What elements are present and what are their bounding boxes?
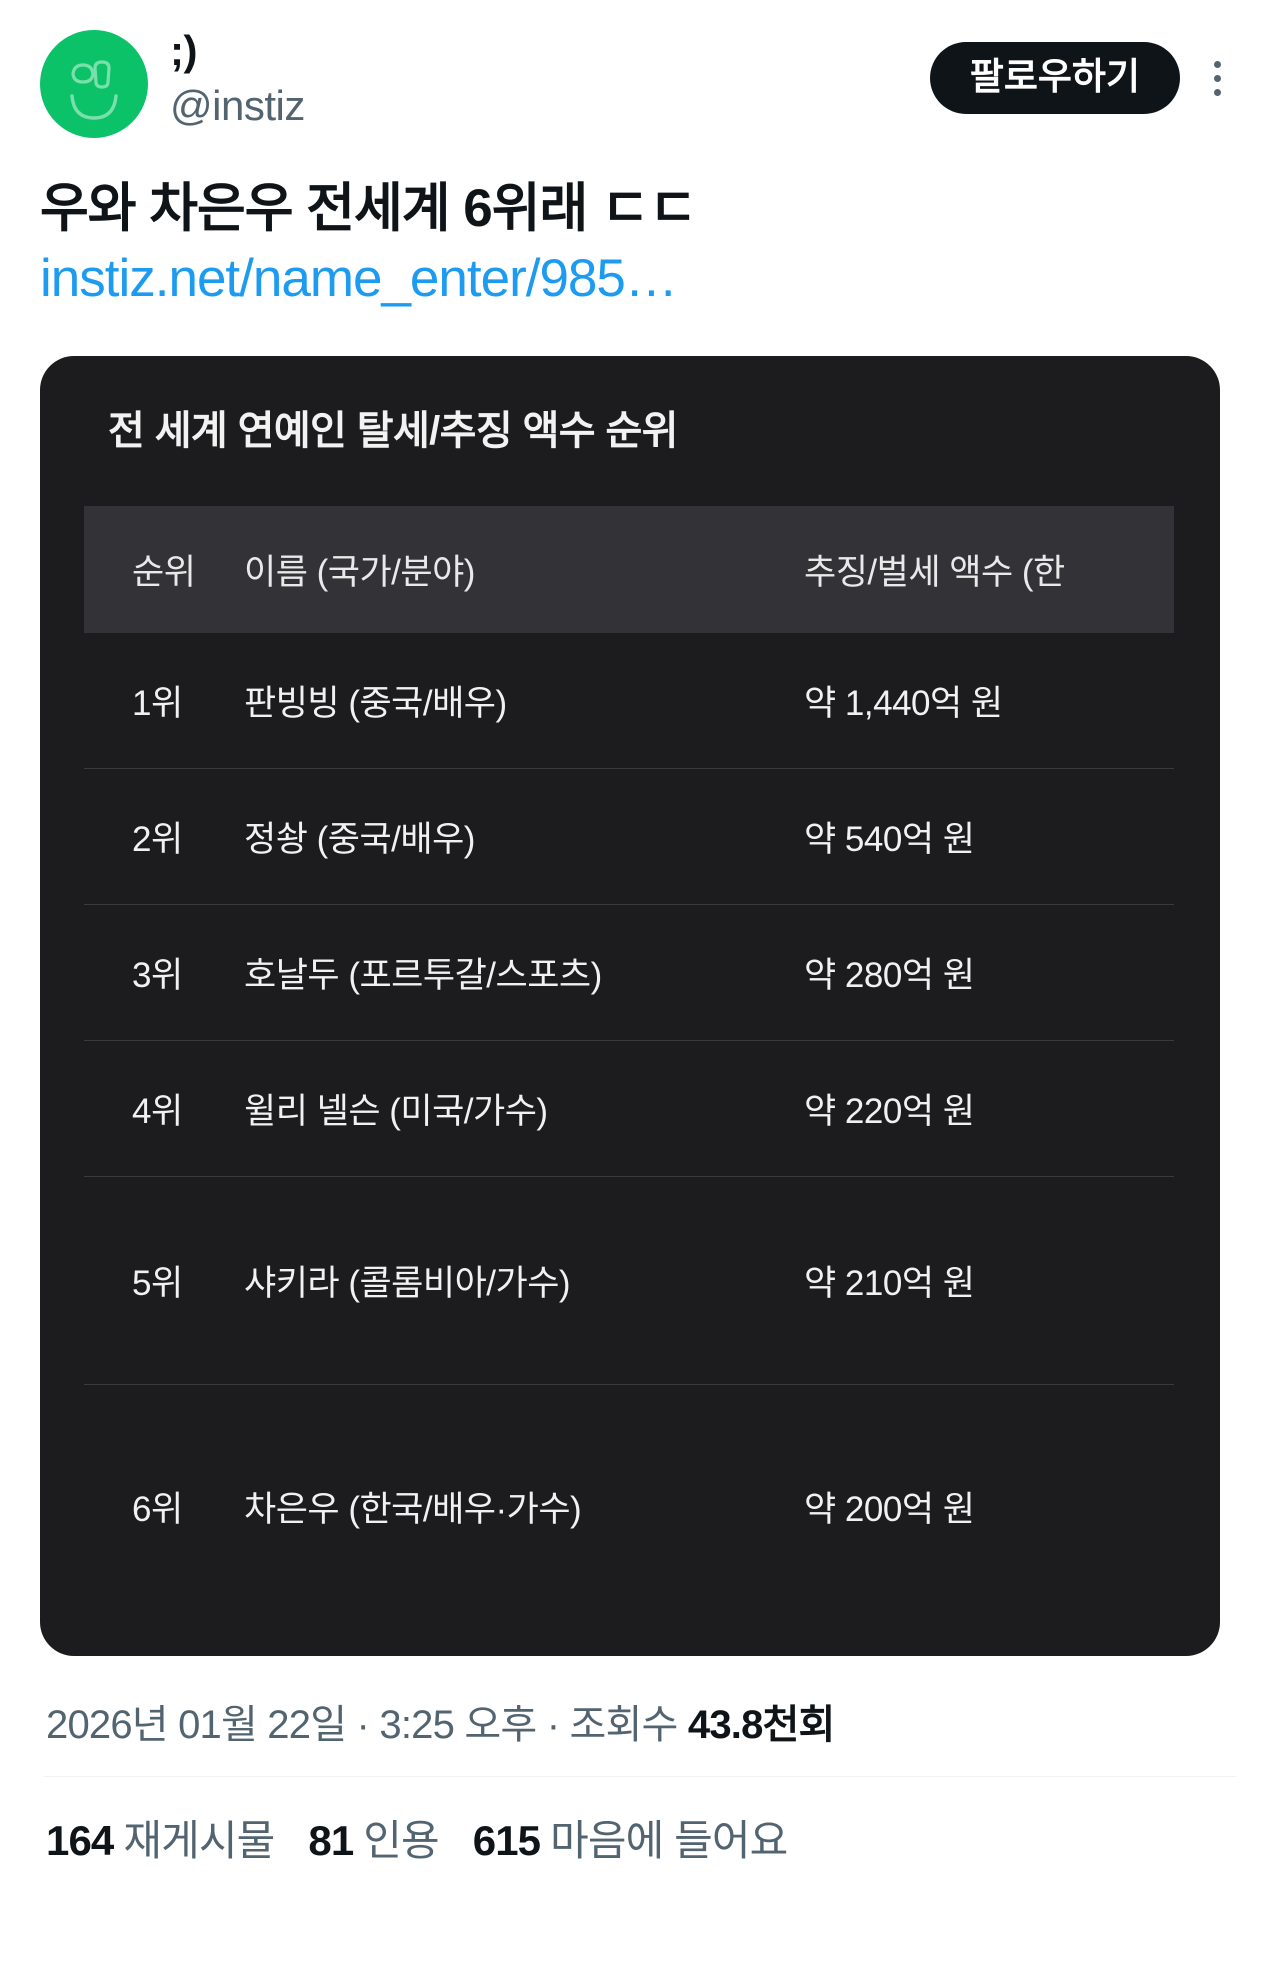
quotes-label: 인용 bbox=[363, 1816, 439, 1864]
table-row: 3위 호날두 (포르투갈/스포츠) 약 280억 원 bbox=[84, 903, 1174, 1041]
likes-stat[interactable]: 615 마음에 들어요 bbox=[472, 1807, 789, 1868]
header-actions: 팔로우하기 bbox=[929, 42, 1240, 114]
tweet-link[interactable]: instiz.net/name_enter/985… bbox=[40, 248, 678, 308]
likes-label: 마음에 들어요 bbox=[550, 1816, 788, 1864]
cell-name: 차은우 (한국/배우·가수) bbox=[244, 1383, 804, 1592]
cell-rank: 1위 bbox=[132, 683, 183, 723]
winking-smiley-avatar-icon bbox=[70, 60, 118, 120]
cell-name: 호날두 (포르투갈/스포츠) bbox=[244, 903, 804, 1041]
column-header-amount: 추징/벌세 액수 (한 bbox=[804, 552, 1065, 592]
cell-amount: 약 210억 원 bbox=[804, 1175, 1174, 1385]
table-row: 6위 차은우 (한국/배우·가수) 약 200억 원 bbox=[84, 1383, 1174, 1592]
divider bbox=[44, 1775, 1236, 1777]
reposts-count: 164 bbox=[46, 1816, 114, 1864]
more-dot bbox=[1213, 88, 1221, 96]
cell-rank: 3위 bbox=[84, 903, 244, 1041]
cell-rank: 4위 bbox=[84, 1039, 244, 1177]
tweet-meta: 2026년 01월 22일 · 3:25 오후 · 조회수 43.8천회 bbox=[40, 1692, 1240, 1750]
table-row: 5위 샤키라 (콜롬비아/가수) 약 210억 원 bbox=[84, 1175, 1174, 1385]
column-header-name: 이름 (국가/분야) bbox=[244, 552, 475, 592]
avatar[interactable] bbox=[40, 30, 148, 138]
column-header-rank: 순위 bbox=[132, 552, 196, 592]
quotes-stat[interactable]: 81 인용 bbox=[308, 1807, 439, 1868]
table-header-row: 순위 이름 (국가/분야) 추징/벌세 액수 (한 bbox=[84, 505, 1174, 633]
more-vertical-icon[interactable] bbox=[1194, 51, 1240, 105]
table-row: 1위 판빙빙 (중국/배우) 약 1,440억 원 bbox=[84, 633, 1174, 769]
cell-amount: 약 540억 원 bbox=[804, 767, 1174, 905]
cell-rank: 2위 bbox=[84, 767, 244, 905]
follow-button[interactable]: 팔로우하기 bbox=[929, 42, 1180, 114]
more-dot bbox=[1213, 74, 1221, 82]
meta-separator: · bbox=[356, 1702, 370, 1747]
tweet-text: 우와 차은우 전세계 6위래 ㄷㄷ instiz.net/name_enter/… bbox=[40, 174, 1240, 314]
reposts-label: 재게시물 bbox=[123, 1816, 275, 1864]
cell-rank: 5위 bbox=[84, 1175, 244, 1385]
handle[interactable]: @instiz bbox=[170, 82, 305, 129]
meta-separator: · bbox=[546, 1702, 560, 1747]
media-card[interactable]: 전 세계 연예인 탈세/추징 액수 순위 순위 이름 (국가/분야) 추징/벌세… bbox=[40, 355, 1220, 1656]
display-name[interactable]: ;) bbox=[170, 27, 197, 74]
cell-name: 샤키라 (콜롬비아/가수) bbox=[244, 1175, 804, 1385]
cell-amount: 약 200억 원 bbox=[804, 1383, 1174, 1592]
engagement-stats: 164 재게시물 81 인용 615 마음에 들어요 bbox=[40, 1807, 1240, 1868]
author-names: ;) @instiz bbox=[170, 28, 908, 133]
timestamp-date: 2026년 01월 22일 bbox=[46, 1702, 347, 1747]
views-label: 조회수 bbox=[569, 1702, 679, 1747]
cell-name: 정솽 (중국/배우) bbox=[244, 767, 804, 905]
quotes-count: 81 bbox=[308, 1816, 354, 1864]
card-title: 전 세계 연예인 탈세/추징 액수 순위 bbox=[108, 408, 678, 453]
cell-rank: 6위 bbox=[84, 1383, 244, 1592]
table-body: 1위 판빙빙 (중국/배우) 약 1,440억 원 2위 정솽 (중국/배우) … bbox=[84, 633, 1174, 1592]
table-row: 2위 정솽 (중국/배우) 약 540억 원 bbox=[84, 767, 1174, 905]
table-row: 4위 윌리 넬슨 (미국/가수) 약 220억 원 bbox=[84, 1039, 1174, 1177]
tweet-header: ;) @instiz 팔로우하기 bbox=[40, 28, 1240, 152]
more-dot bbox=[1213, 60, 1221, 68]
timestamp-time: 3:25 오후 bbox=[379, 1702, 537, 1747]
cell-amount: 약 220억 원 bbox=[804, 1039, 1174, 1177]
tweet-text-main: 우와 차은우 전세계 6위래 ㄷㄷ bbox=[40, 179, 697, 238]
cell-name: 판빙빙 (중국/배우) bbox=[244, 683, 507, 723]
reposts-stat[interactable]: 164 재게시물 bbox=[46, 1807, 275, 1868]
cell-amount: 약 280억 원 bbox=[804, 903, 1174, 1041]
likes-count: 615 bbox=[472, 1816, 541, 1864]
cell-name: 윌리 넬슨 (미국/가수) bbox=[244, 1039, 804, 1177]
table-head: 순위 이름 (국가/분야) 추징/벌세 액수 (한 bbox=[84, 505, 1174, 633]
cell-amount: 약 1,440억 원 bbox=[804, 683, 1003, 723]
views-count: 43.8천회 bbox=[687, 1702, 835, 1747]
ranking-table: 순위 이름 (국가/분야) 추징/벌세 액수 (한 1위 판빙빙 (중국/배우)… bbox=[84, 505, 1174, 1592]
